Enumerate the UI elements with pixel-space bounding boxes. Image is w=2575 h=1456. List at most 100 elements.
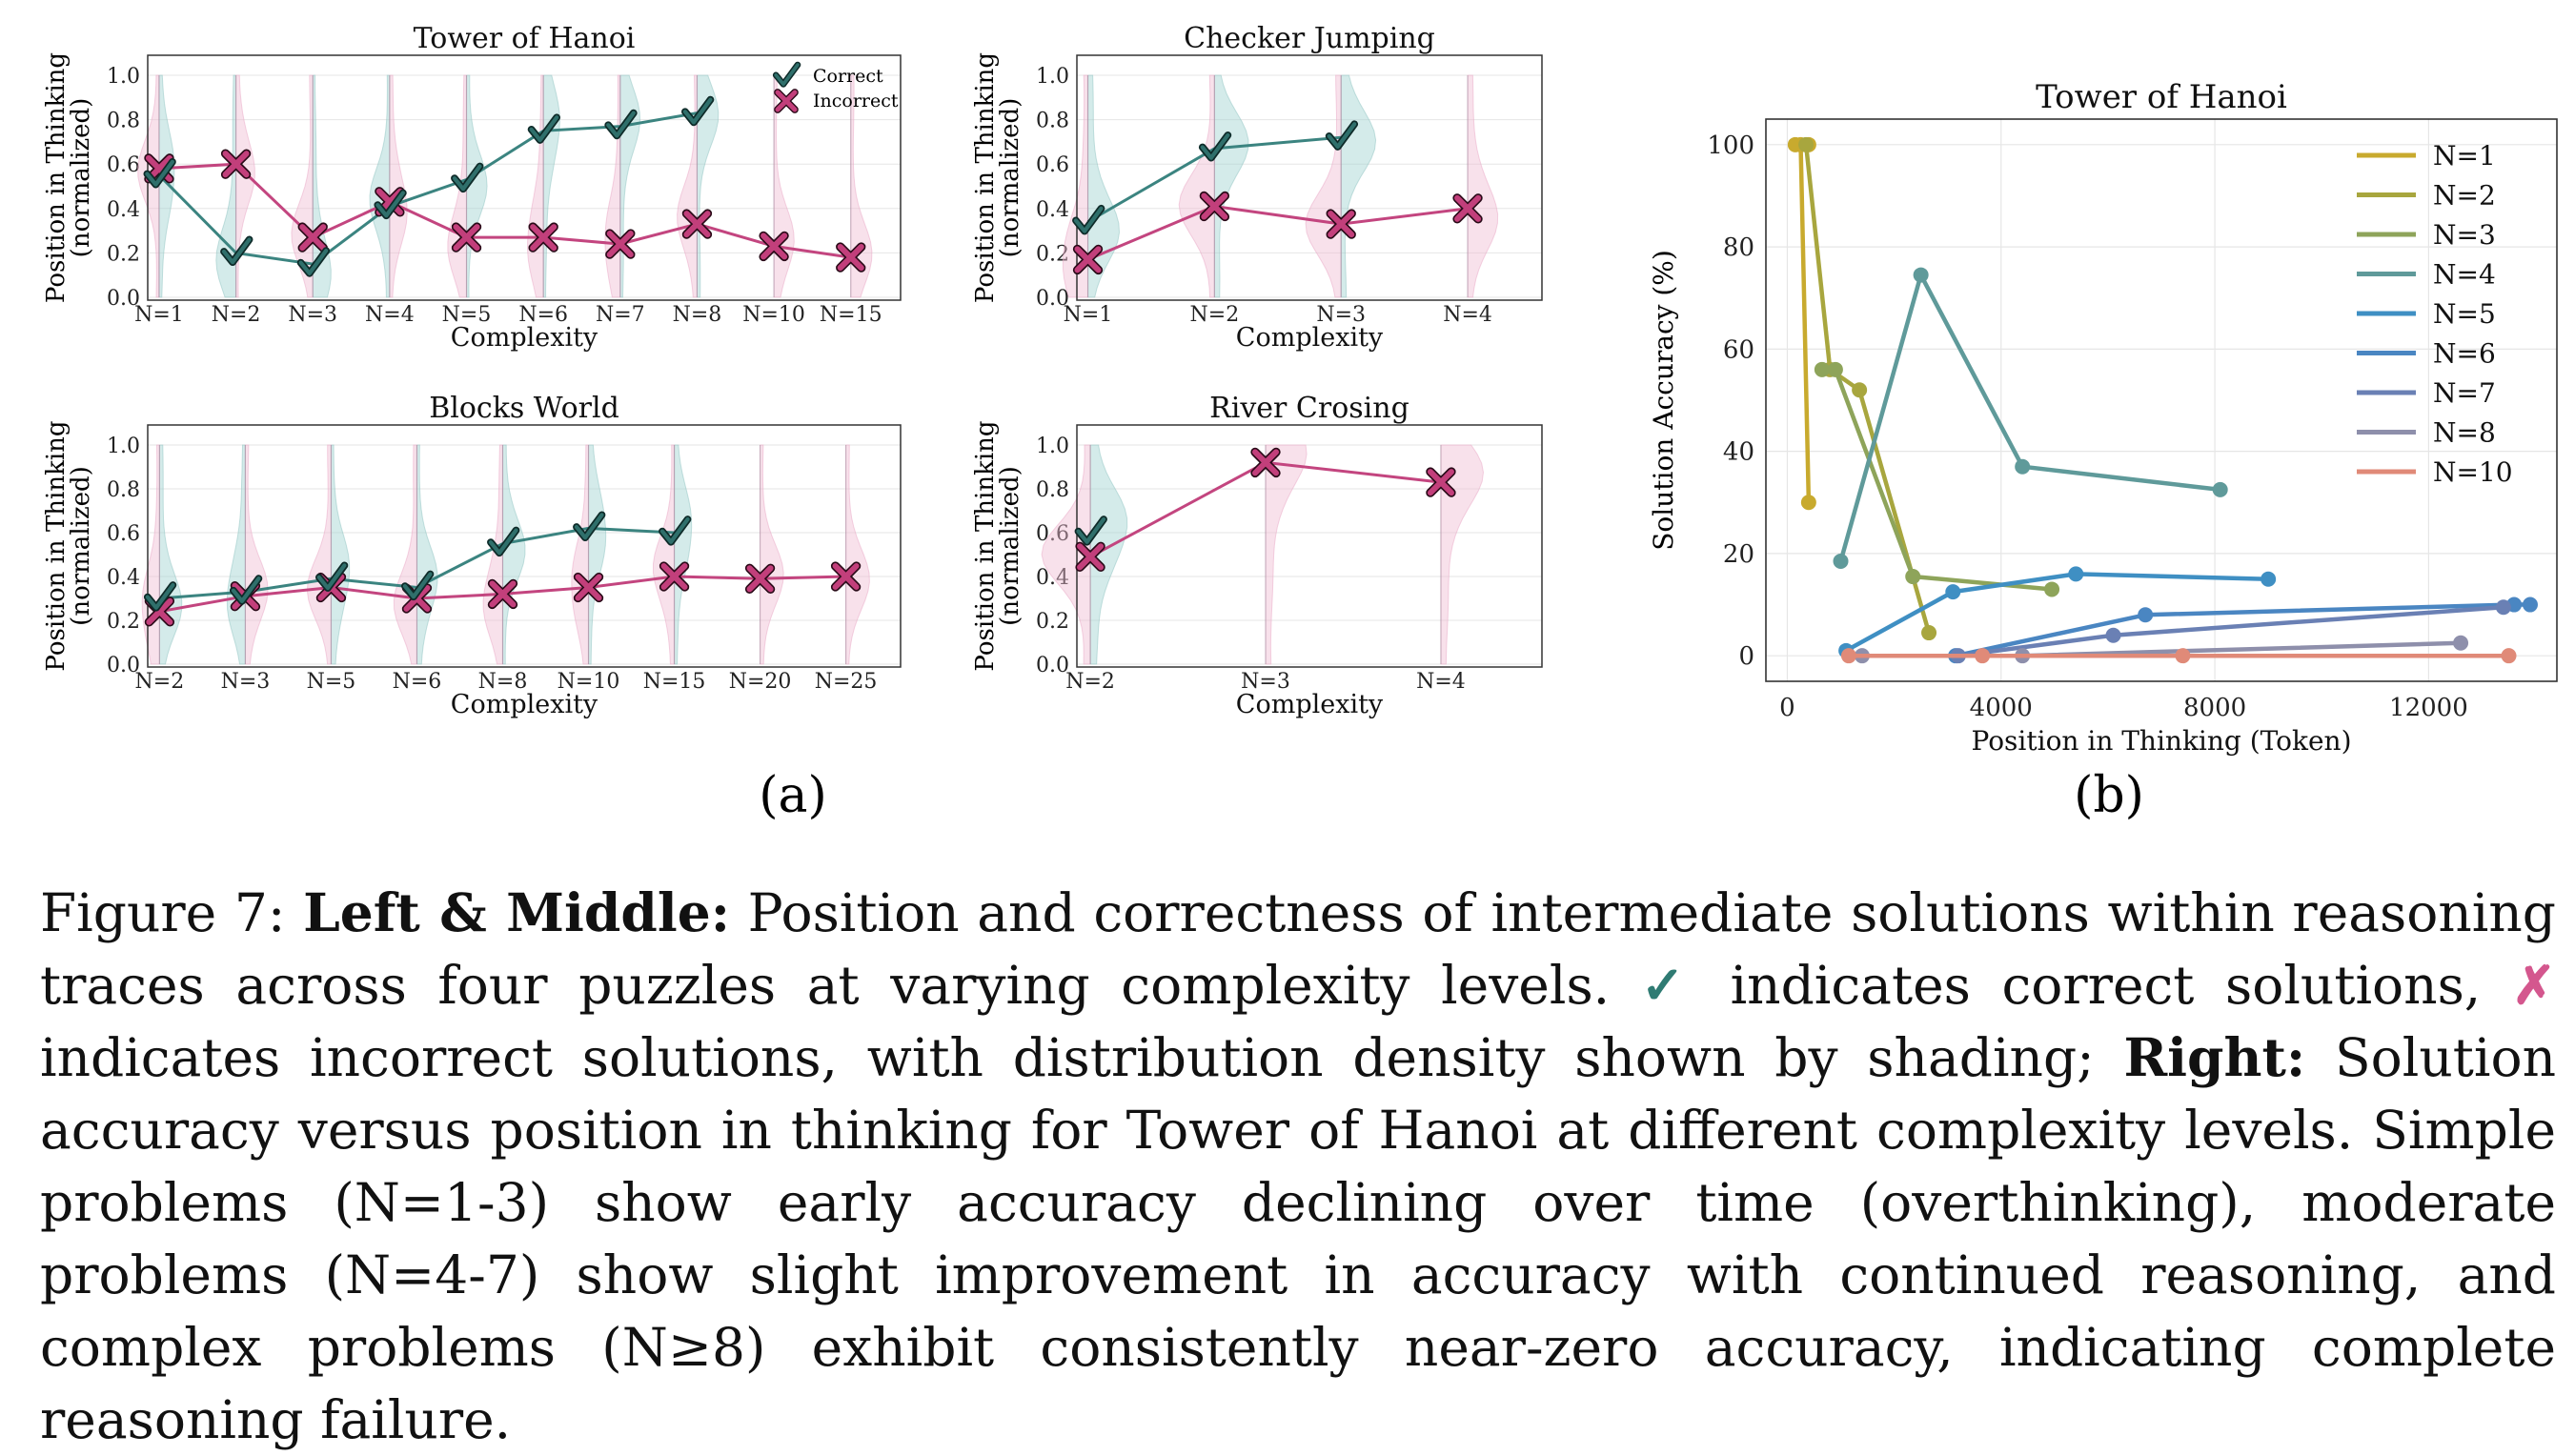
caption-text-4: Solution accuracy versus position in thi… <box>40 1027 2557 1450</box>
x-axis-label: Complexity <box>451 323 598 353</box>
data-point <box>1945 584 1961 600</box>
data-point <box>1800 495 1816 511</box>
density-incorrect <box>306 444 332 665</box>
incorrect-series-line <box>158 162 851 259</box>
density-correct <box>158 74 175 298</box>
data-point <box>1921 625 1937 641</box>
incorrect-marker <box>1074 246 1102 273</box>
correct-marker <box>1076 516 1106 544</box>
series-line <box>1838 273 2220 562</box>
y-tick-label: 0 <box>1738 642 1754 671</box>
density-incorrect <box>1305 74 1342 298</box>
figure-caption: Figure 7: Left & Middle: Position and co… <box>40 877 2556 1456</box>
density-incorrect <box>677 74 698 298</box>
density-incorrect <box>137 74 160 298</box>
y-tick-label: 20 <box>1723 540 1754 569</box>
y-tick-label: 0.2 <box>1036 610 1069 634</box>
y-tick-label: 1.0 <box>1036 65 1069 89</box>
chart-title: Tower of Hanoi <box>2036 78 2287 116</box>
panels-a: 0.0 0.2 0.4 0.6 0.8 1.0 N=1 N=2 N=3 N=4 N=5 N=6 N=7 N… <box>42 22 1543 719</box>
x-tick-label: 8000 <box>2183 694 2246 722</box>
y-tick-label: 0.2 <box>107 242 140 266</box>
density-incorrect <box>244 444 269 665</box>
y-axis-label: (normalized) <box>67 466 95 626</box>
data-point <box>1905 569 1921 585</box>
plot-area <box>148 425 901 667</box>
correct-marker <box>145 159 175 187</box>
x-tick-label: N=2 <box>1065 670 1115 694</box>
x-tick-label: N=8 <box>478 670 528 694</box>
incorrect-marker <box>1077 543 1105 571</box>
incorrect-marker <box>299 224 327 252</box>
correct-marker <box>221 237 252 265</box>
density-correct <box>369 74 391 298</box>
density-incorrect <box>850 74 873 298</box>
correct-marker <box>375 191 405 218</box>
legend-label-correct: Correct <box>813 66 883 87</box>
y-tick-label: 0.8 <box>107 478 140 502</box>
figure-canvas: 0.0 0.2 0.4 0.6 0.8 1.0 N=1 N=2 N=3 N=4 N=5 N=6 N=7 N… <box>42 22 2558 824</box>
density-incorrect <box>1467 74 1499 298</box>
y-tick-label: 100 <box>1707 131 1754 160</box>
data-point <box>1827 361 1843 377</box>
plot-frame <box>1076 54 1543 301</box>
data-point <box>2212 481 2228 497</box>
panel-title: Checker Jumping <box>1184 22 1435 55</box>
y-axis-label: Solution Accuracy (%) <box>1648 250 1679 551</box>
cross-icon: ✗ <box>2511 954 2556 1016</box>
density-correct <box>1213 74 1249 298</box>
x-tick-label: N=1 <box>134 303 184 327</box>
panel-title: River Crosing <box>1209 392 1409 425</box>
x-tick-label: N=8 <box>673 303 722 327</box>
density-incorrect <box>1440 444 1485 665</box>
data-point <box>2453 635 2469 651</box>
data-point <box>1840 648 1856 664</box>
correct-marker <box>402 572 433 599</box>
incorrect-marker <box>1251 449 1280 476</box>
density-correct <box>696 74 720 298</box>
puzzle-panel: 0.0 0.2 0.4 0.6 0.8 1.0 N=2 N=3 N=4 River Crosing… <box>971 392 1543 719</box>
y-tick-label: 1.0 <box>107 435 140 458</box>
x-tick-label: N=10 <box>742 303 805 327</box>
density-correct <box>215 74 237 298</box>
x-tick-label: N=15 <box>643 670 706 694</box>
incorrect-marker <box>775 90 798 112</box>
data-point <box>1798 136 1815 152</box>
plot-area <box>1766 119 2557 681</box>
y-tick-label: 1.0 <box>1036 435 1069 458</box>
incorrect-series-line <box>1086 204 1469 261</box>
x-tick-label: N=20 <box>729 670 792 694</box>
correct-marker <box>574 513 604 540</box>
legend-label-incorrect: Incorrect <box>813 91 899 111</box>
density-correct <box>674 444 693 665</box>
incorrect-marker <box>453 224 480 252</box>
incorrect-marker <box>1201 192 1228 220</box>
incorrect-marker <box>530 224 558 252</box>
x-tick-label: N=4 <box>365 303 415 327</box>
data-point <box>2138 607 2154 623</box>
x-tick-label: N=2 <box>135 670 185 694</box>
y-tick-label: 0.8 <box>107 110 140 133</box>
y-tick-label: 0.4 <box>1036 566 1069 590</box>
y-tick-label: 0.6 <box>107 153 140 177</box>
x-tick-label: N=3 <box>288 303 337 327</box>
incorrect-marker <box>606 231 634 258</box>
y-tick-label: 0.2 <box>107 610 140 634</box>
x-tick-label: N=3 <box>221 670 271 694</box>
plot-frame <box>1765 118 2558 682</box>
x-tick-label: N=6 <box>393 670 442 694</box>
legend-label: N=4 <box>2433 259 2496 291</box>
data-point <box>1975 648 1991 664</box>
correct-marker <box>1327 122 1357 150</box>
data-point <box>2501 648 2517 664</box>
x-tick-label: N=5 <box>307 670 356 694</box>
x-tick-label: N=4 <box>1443 303 1492 327</box>
y-tick-label: 0.0 <box>107 654 140 677</box>
series-line <box>1955 602 2530 658</box>
check-icon: ✓ <box>1640 954 1699 1016</box>
incorrect-marker <box>1328 211 1355 238</box>
x-tick-label: N=3 <box>1241 670 1290 694</box>
caption-figure-label: Figure 7: <box>40 882 286 943</box>
puzzle-panel: 0.0 0.2 0.4 0.6 0.8 1.0 N=2 N=3 N=5 N=6 N=8 N=10 N=1… <box>42 392 902 719</box>
correct-marker <box>659 516 690 544</box>
